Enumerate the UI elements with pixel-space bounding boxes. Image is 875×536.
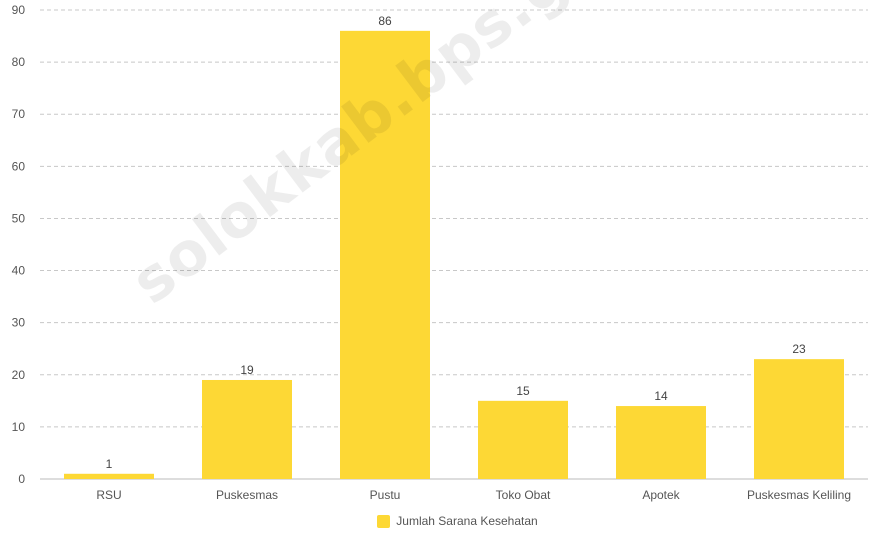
y-tick-label-90: 90: [12, 3, 26, 17]
data-label-puskesmas-keliling: 23: [792, 342, 806, 356]
bar-puskesmas: [202, 379, 292, 479]
y-tick-label-50: 50: [12, 211, 26, 225]
legend-swatch: [377, 514, 391, 528]
bar-apotek: [616, 406, 706, 479]
y-tick-label-80: 80: [12, 55, 26, 69]
data-label-puskesmas: 19: [240, 363, 254, 377]
y-tick-label-0: 0: [18, 472, 25, 486]
bar-pustu: [340, 30, 430, 479]
y-tick-label-70: 70: [12, 107, 26, 121]
x-tick-label-rsu: RSU: [96, 488, 121, 502]
y-tick-label-20: 20: [12, 368, 26, 382]
bar-rsu: [64, 473, 154, 479]
y-tick-label-60: 60: [12, 159, 26, 173]
chart-legend[interactable]: Jumlah Sarana Kesehatan: [0, 514, 875, 528]
x-tick-label-puskesmas-keliling: Puskesmas Keliling: [747, 488, 851, 502]
y-tick-label-40: 40: [12, 264, 26, 278]
x-tick-label-toko-obat: Toko Obat: [496, 488, 551, 502]
legend-label: Jumlah Sarana Kesehatan: [396, 514, 538, 528]
data-label-pustu: 86: [378, 14, 392, 28]
x-tick-label-apotek: Apotek: [642, 488, 680, 502]
y-tick-label-10: 10: [12, 420, 26, 434]
x-tick-label-puskesmas: Puskesmas: [216, 488, 278, 502]
bar-toko-obat: [478, 400, 568, 479]
data-label-toko-obat: 15: [516, 384, 530, 398]
data-label-rsu: 1: [106, 457, 113, 471]
data-label-apotek: 14: [654, 389, 668, 403]
y-tick-label-30: 30: [12, 316, 26, 330]
bar-puskesmas-keliling: [754, 359, 844, 479]
x-tick-label-pustu: Pustu: [370, 488, 401, 502]
